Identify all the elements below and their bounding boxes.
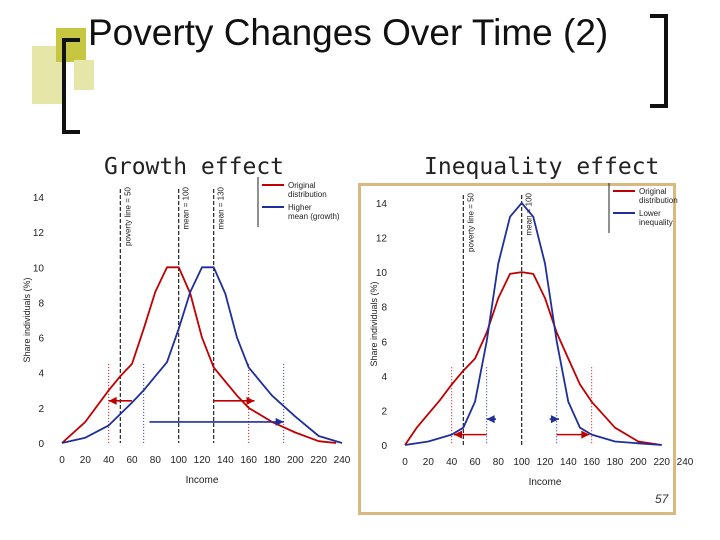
x-tick-label: 180 [607, 457, 624, 468]
chart-frame [358, 183, 676, 515]
x-tick-label: 140 [217, 455, 234, 466]
x-tick-label: 200 [287, 455, 304, 466]
x-tick-label: 160 [240, 455, 257, 466]
y-tick-label: 6 [381, 337, 387, 348]
x-tick-label: 100 [170, 455, 187, 466]
y-tick-label: 2 [38, 404, 44, 415]
x-tick-label: 120 [537, 457, 554, 468]
y-tick-label: 6 [38, 334, 44, 345]
legend-label: Original distribution [288, 181, 327, 199]
y-tick-label: 0 [381, 441, 387, 452]
slide-title: Poverty Changes Over Time (2) [88, 12, 609, 53]
reference-line-label: poverty line = 50 [466, 192, 475, 251]
arrow-head [581, 430, 590, 439]
y-tick-label: 12 [33, 228, 45, 239]
y-axis-label: Share individuals (%) [369, 281, 379, 366]
legend-label: Higher mean (growth) [288, 203, 340, 221]
x-axis-label: Income [529, 477, 562, 488]
subtitle-growth: Growth effect [104, 154, 285, 180]
x-tick-label: 120 [194, 455, 211, 466]
arrow-head [275, 417, 284, 426]
y-tick-label: 0 [38, 439, 44, 450]
x-tick-label: 60 [469, 457, 481, 468]
x-axis-label: Income [186, 475, 219, 486]
y-tick-label: 12 [376, 234, 388, 245]
reference-line-label: mean = 100 [525, 192, 534, 235]
arrow-head [108, 396, 117, 405]
x-tick-label: 240 [334, 455, 351, 466]
title-brackets [62, 14, 668, 134]
series-line-new [61, 266, 343, 444]
y-tick-label: 4 [38, 369, 44, 380]
x-tick-label: 160 [583, 457, 600, 468]
arrow-head [454, 430, 462, 439]
x-tick-label: 180 [264, 455, 281, 466]
arrow-head [486, 415, 495, 424]
y-tick-label: 14 [376, 199, 388, 210]
series-line-original [404, 271, 662, 446]
decor-square-light-2 [74, 60, 94, 90]
y-tick-label: 8 [381, 303, 387, 314]
page-number: 57 [655, 492, 669, 506]
x-tick-label: 80 [150, 455, 162, 466]
subtitle-inequality: Inequality effect [424, 154, 660, 180]
x-tick-label: 40 [103, 455, 115, 466]
left-bracket [62, 38, 80, 134]
decor-square-olive [56, 28, 86, 62]
x-tick-label: 20 [423, 457, 435, 468]
y-tick-label: 10 [376, 268, 388, 279]
reference-line-label: poverty line = 50 [123, 186, 132, 245]
y-tick-label: 2 [381, 406, 387, 417]
legend-label: Original distribution [639, 187, 678, 205]
series-line-new [404, 202, 662, 446]
x-tick-label: 0 [402, 457, 408, 468]
x-tick-label: 40 [446, 457, 458, 468]
arrow-head [551, 415, 559, 424]
arrow-head [246, 396, 255, 405]
x-tick-label: 200 [630, 457, 647, 468]
reference-line-label: mean = 100 [182, 186, 191, 229]
x-tick-label: 220 [310, 455, 327, 466]
y-tick-label: 10 [33, 263, 45, 274]
x-tick-label: 80 [493, 457, 505, 468]
y-tick-label: 14 [33, 193, 45, 204]
x-tick-label: 240 [677, 457, 694, 468]
x-tick-label: 0 [59, 455, 65, 466]
y-axis-label: Share individuals (%) [22, 277, 32, 362]
reference-line-label: mean = 130 [217, 186, 226, 229]
x-tick-label: 60 [126, 455, 138, 466]
x-tick-label: 100 [513, 457, 530, 468]
x-tick-label: 220 [653, 457, 670, 468]
right-bracket [650, 14, 668, 108]
y-tick-label: 4 [381, 372, 387, 383]
x-tick-label: 20 [80, 455, 92, 466]
legend-label: Lower inequality [639, 209, 673, 227]
x-tick-label: 140 [560, 457, 577, 468]
y-tick-label: 8 [38, 298, 44, 309]
